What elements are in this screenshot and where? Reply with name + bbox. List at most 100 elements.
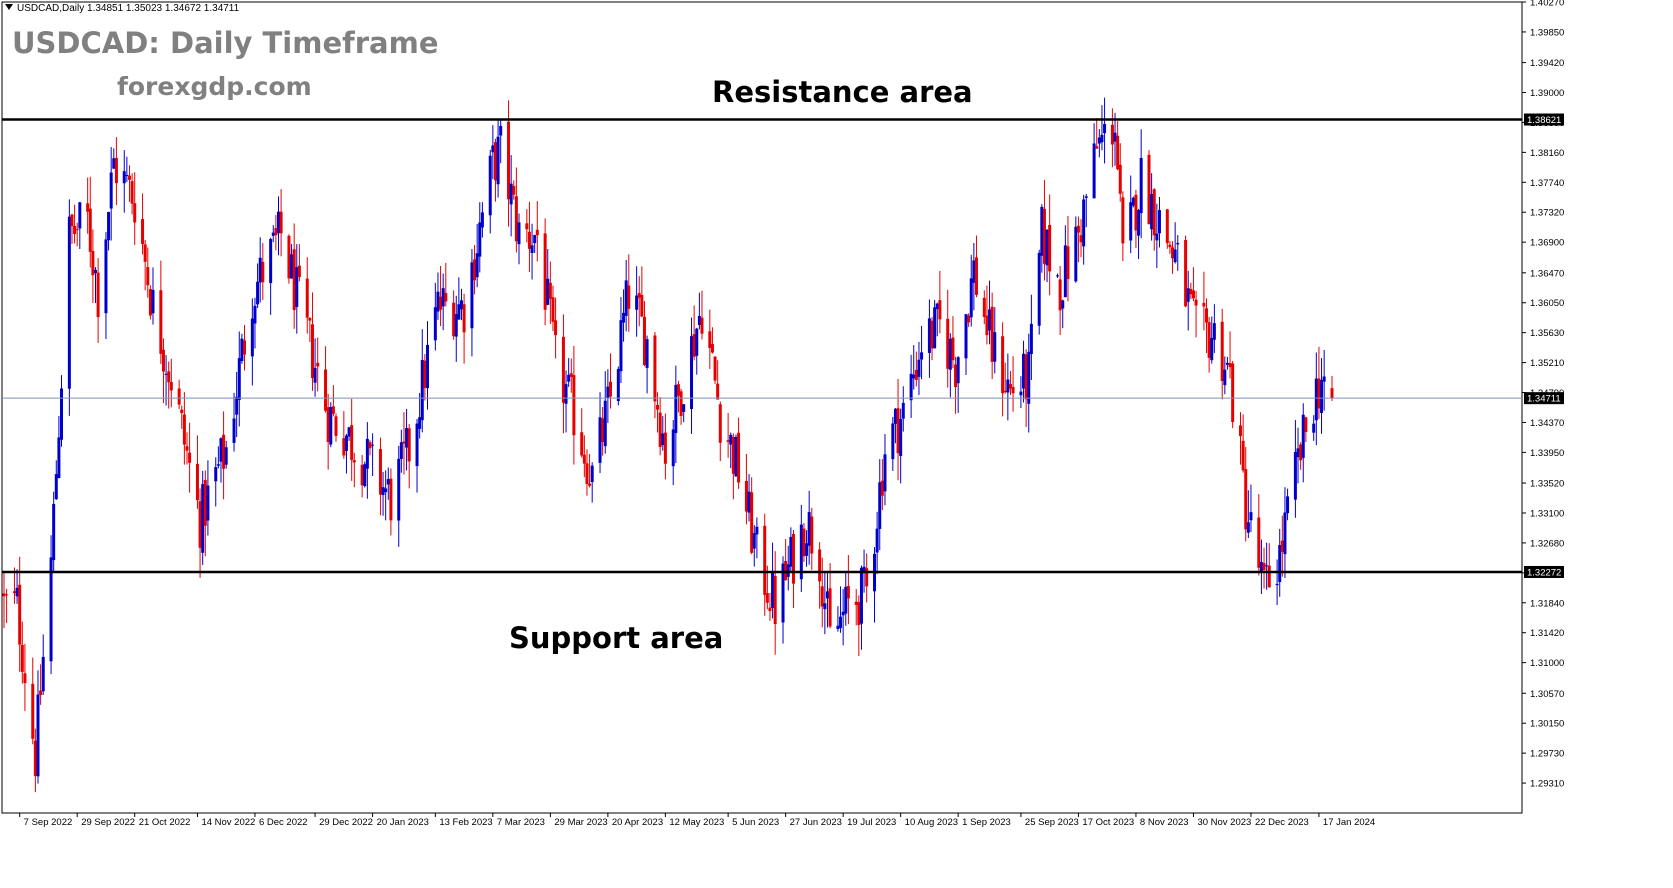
candle-body — [658, 412, 662, 448]
candle-body — [1173, 249, 1177, 263]
candle-body — [734, 436, 738, 477]
candle-body — [496, 136, 500, 185]
candle-body — [1037, 252, 1041, 326]
candle-body — [825, 591, 829, 599]
candle-body — [452, 302, 456, 337]
candle-body — [73, 226, 77, 235]
x-tick-label: 5 Jun 2023 — [732, 817, 779, 828]
candle-body — [601, 418, 605, 443]
candle-body — [405, 427, 409, 448]
y-tick-label: 1.39850 — [1530, 27, 1564, 38]
candle-body — [912, 374, 916, 379]
candle-body — [243, 340, 247, 355]
candle-body — [1205, 308, 1209, 323]
candle-body — [935, 303, 939, 310]
candle-body — [572, 375, 576, 436]
candle-body — [1304, 417, 1308, 433]
candle-body — [470, 262, 474, 329]
candle-body — [381, 487, 385, 496]
candle-body — [122, 171, 126, 184]
candle-body — [1168, 244, 1172, 248]
candle-body — [546, 278, 550, 305]
candle-body — [130, 181, 134, 204]
candle-body — [478, 222, 482, 257]
y-tick-label: 1.37320 — [1530, 208, 1564, 219]
candle-body — [459, 300, 463, 310]
candle-body — [1275, 583, 1279, 586]
candle-body — [1202, 302, 1206, 307]
candle-body — [295, 267, 299, 307]
candle-body — [1029, 323, 1033, 355]
candle-body — [917, 359, 921, 377]
candle-body — [133, 203, 137, 223]
candle-body — [457, 304, 461, 320]
y-tick-label: 1.39420 — [1530, 58, 1564, 69]
candle-body — [41, 656, 45, 692]
candle-body — [606, 386, 610, 399]
candle-body — [1283, 512, 1287, 555]
candle-body — [279, 211, 283, 234]
candle-body — [862, 566, 866, 573]
candle-body — [91, 251, 95, 276]
candle-body — [1113, 132, 1117, 142]
candle-body — [716, 383, 720, 400]
candle-body — [582, 454, 586, 464]
candle-body — [1293, 451, 1297, 500]
candle-body — [1225, 362, 1229, 365]
candle-body — [1286, 496, 1290, 514]
x-tick-label: 30 Nov 2023 — [1197, 817, 1251, 828]
candle-body — [507, 121, 511, 200]
candle-body — [846, 586, 850, 599]
candle-body — [407, 428, 411, 462]
x-tick-label: 13 Feb 2023 — [439, 817, 492, 828]
y-tick-label: 1.33950 — [1530, 448, 1564, 459]
candle-body — [514, 196, 518, 242]
candle-body — [75, 229, 79, 231]
candle-body — [1330, 388, 1334, 399]
candle-body — [854, 601, 858, 605]
x-tick-label: 1 Sep 2023 — [962, 817, 1011, 828]
candle-body — [258, 257, 262, 283]
candle-body — [663, 432, 667, 464]
candle-body — [203, 479, 207, 526]
candle-body — [708, 331, 712, 349]
candle-body — [1194, 299, 1198, 306]
plot-area — [1, 1, 1523, 814]
candle-body — [425, 344, 429, 389]
candle-body — [313, 367, 317, 383]
candle-body — [324, 369, 328, 411]
candle-body — [818, 549, 822, 582]
candle-body — [143, 244, 147, 262]
x-tick-label: 29 Mar 2023 — [554, 817, 607, 828]
dropdown-triangle-icon[interactable] — [5, 4, 13, 10]
level-price-tag-text: 1.32272 — [1527, 567, 1561, 578]
candle-body — [15, 587, 19, 597]
candle-body — [182, 414, 186, 445]
candle-body — [331, 406, 335, 414]
current-price-tag — [1524, 392, 1564, 405]
level-price-tag-text: 1.38621 — [1527, 115, 1561, 126]
candle-body — [598, 417, 602, 463]
candle-body — [533, 235, 537, 244]
candle-body — [865, 568, 869, 587]
candle-body — [974, 257, 978, 295]
candle-body — [78, 202, 82, 229]
candle-body — [1267, 565, 1271, 588]
candle-body — [920, 352, 924, 360]
candle-body — [1249, 512, 1253, 521]
candle-body — [737, 432, 741, 483]
candle-body — [972, 260, 976, 283]
candle-body — [755, 526, 759, 535]
candle-body — [1027, 351, 1031, 404]
y-tick-label: 1.33100 — [1530, 508, 1564, 519]
candle-body — [697, 316, 701, 326]
x-tick-label: 22 Dec 2023 — [1255, 817, 1309, 828]
candle-body — [820, 586, 824, 607]
candle-body — [1082, 199, 1086, 247]
candle-body — [622, 312, 626, 323]
candle-body — [290, 254, 294, 279]
candle-body — [640, 294, 644, 317]
candle-body — [1116, 135, 1120, 170]
